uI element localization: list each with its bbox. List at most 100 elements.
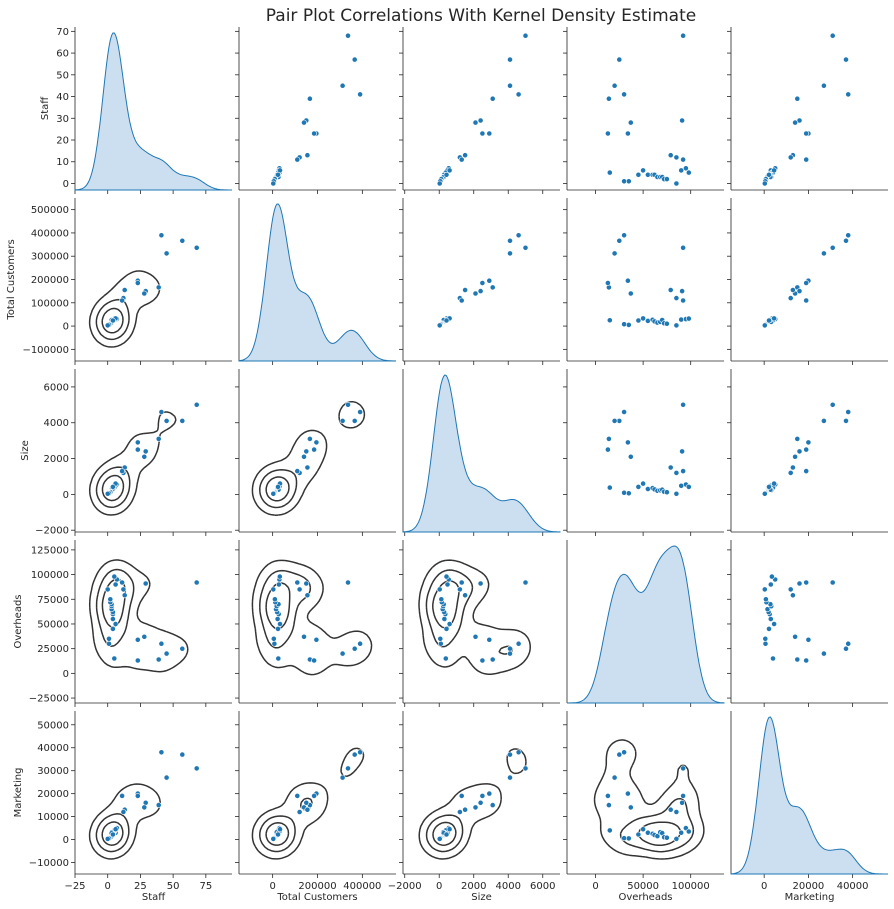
- x-tick-label: 50000: [627, 881, 659, 892]
- scatter-point: [673, 836, 680, 842]
- panel-staff-vs-overheads: [563, 27, 724, 194]
- scatter-point: [640, 315, 646, 322]
- scatter-point: [301, 453, 307, 460]
- scatter-point: [635, 171, 642, 178]
- y-axis-label-size: Size: [20, 440, 31, 461]
- scatter-point: [685, 828, 692, 835]
- scatter-point: [843, 645, 849, 652]
- scatter-point: [104, 490, 111, 497]
- scatter-point: [794, 435, 801, 442]
- scatter-point: [104, 836, 111, 842]
- scatter-point: [275, 655, 282, 662]
- y-tick-label: 0: [63, 179, 69, 190]
- scatter-point: [605, 130, 611, 137]
- scatter-point: [446, 621, 453, 627]
- scatter-point: [163, 417, 170, 424]
- scatter-point: [792, 119, 798, 126]
- scatter-point: [134, 446, 141, 453]
- scatter-point: [621, 489, 627, 496]
- scatter-point: [456, 809, 463, 815]
- scatter-point: [119, 579, 125, 586]
- scatter-point: [790, 464, 796, 471]
- scatter-point: [621, 232, 627, 239]
- kde-contour-level-1: [251, 747, 365, 860]
- scatter-point: [304, 152, 311, 159]
- kde-contour-level-2: [259, 469, 298, 509]
- scatter-point: [120, 586, 127, 593]
- x-tick-label: −25: [64, 881, 85, 892]
- scatter-point: [304, 806, 311, 813]
- scatter-point: [163, 650, 170, 657]
- panel-total-customers-vs-size: [399, 198, 560, 365]
- scatter-point: [111, 655, 118, 662]
- scatter-point: [673, 322, 680, 329]
- scatter-point: [803, 468, 810, 474]
- kde-contour-level-2: [619, 797, 695, 853]
- scatter-point: [787, 295, 794, 301]
- scatter-point: [767, 581, 774, 588]
- scatter-point: [110, 831, 116, 838]
- scatter-point: [486, 130, 493, 137]
- kde-contour-level-1: [88, 411, 177, 516]
- panel-overheads-vs-total-customers: [235, 540, 396, 707]
- scatter-point: [306, 95, 313, 102]
- scatter-point: [635, 831, 642, 838]
- scatter-point: [766, 171, 772, 178]
- scatter-point: [635, 317, 642, 324]
- scatter-point: [443, 626, 450, 632]
- scatter-point: [458, 297, 465, 304]
- scatter-point: [119, 468, 125, 474]
- scatter-point: [106, 640, 112, 647]
- scatter-point: [680, 244, 686, 251]
- scatter-point: [829, 401, 836, 408]
- panel-marketing-vs-staff: −25 0 25 50 75 −10000 0 10000 20000 30000 40000 500…: [29, 711, 232, 892]
- scatter-point: [443, 317, 450, 324]
- scatter-point: [179, 417, 186, 424]
- scatter-point: [640, 167, 646, 174]
- x-tick-label: 20000: [792, 881, 824, 892]
- scatter-point: [458, 579, 465, 586]
- y-tick-label: 10000: [37, 812, 69, 823]
- scatter-point: [179, 645, 186, 652]
- scatter-point: [680, 468, 686, 474]
- scatter-point: [673, 154, 680, 161]
- y-tick-label: 2000: [44, 454, 69, 465]
- scatter-point: [678, 482, 685, 489]
- y-tick-label: −10000: [29, 858, 69, 869]
- x-tick-label: 0: [436, 881, 442, 892]
- kde-contour-level-1: [418, 559, 531, 675]
- kde-density-size: [402, 374, 561, 533]
- scatter-point: [678, 829, 685, 836]
- scatter-point: [275, 581, 282, 588]
- y-tick-label: 20: [56, 136, 69, 147]
- y-tick-label: 0: [63, 835, 69, 846]
- scatter-point: [803, 446, 810, 453]
- scatter-point: [311, 793, 317, 799]
- panel-staff-vs-size: [399, 27, 560, 194]
- scatter-point: [761, 180, 768, 187]
- scatter-point: [667, 464, 674, 471]
- scatter-point: [270, 490, 277, 497]
- scatter-point: [104, 586, 111, 593]
- y-tick-label: −25000: [29, 694, 69, 705]
- kde-contour-level-2: [95, 813, 130, 853]
- scatter-point: [771, 167, 777, 174]
- panel-size-vs-total-customers: [235, 369, 396, 536]
- scatter-point: [680, 32, 686, 39]
- y-tick-label: 30: [56, 114, 69, 125]
- scatter-point: [134, 793, 141, 799]
- scatter-point: [667, 152, 674, 159]
- y-tick-label: 60: [56, 49, 69, 60]
- x-axis-label-size: Size: [471, 892, 492, 903]
- panel-size-vs-marketing: [727, 369, 888, 536]
- scatter-point: [158, 232, 165, 239]
- scatter-point: [792, 453, 798, 460]
- scatter-point: [787, 586, 794, 593]
- scatter-point: [803, 280, 810, 286]
- scatter-point: [829, 32, 836, 39]
- scatter-point: [479, 130, 486, 137]
- panel-total-customers-vs-overheads: [563, 198, 724, 365]
- panel-staff-vs-staff: 0 10 20 30 40 50 60 70: [56, 27, 232, 194]
- scatter-point: [351, 751, 358, 758]
- scatter-point: [796, 580, 803, 587]
